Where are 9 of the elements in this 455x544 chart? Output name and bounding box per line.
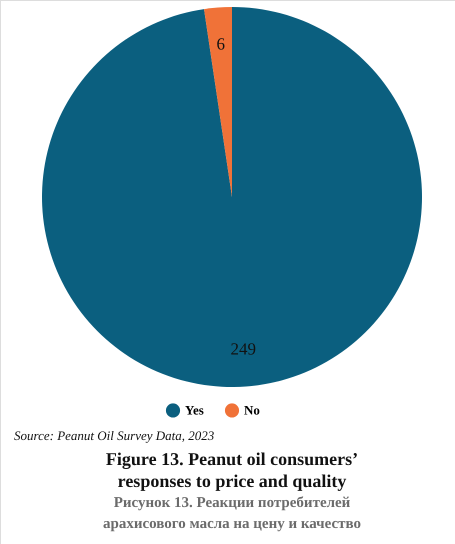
data-label: 249 xyxy=(230,340,256,359)
data-label: 6 xyxy=(216,34,225,54)
text: Рисунок 13. Реакции потребителей арахисового масла на цену и качество xyxy=(102,495,362,532)
text: Figure 13. Peanut oil consumers’ responses to price and quality xyxy=(106,449,358,491)
pie-slice xyxy=(204,7,232,197)
source-note: Source: Peanut Oil Survey Data, 2023 xyxy=(14,428,215,443)
legend-label: Yes xyxy=(185,402,204,418)
pie-slice xyxy=(42,7,422,387)
legend-label: No xyxy=(244,402,260,418)
